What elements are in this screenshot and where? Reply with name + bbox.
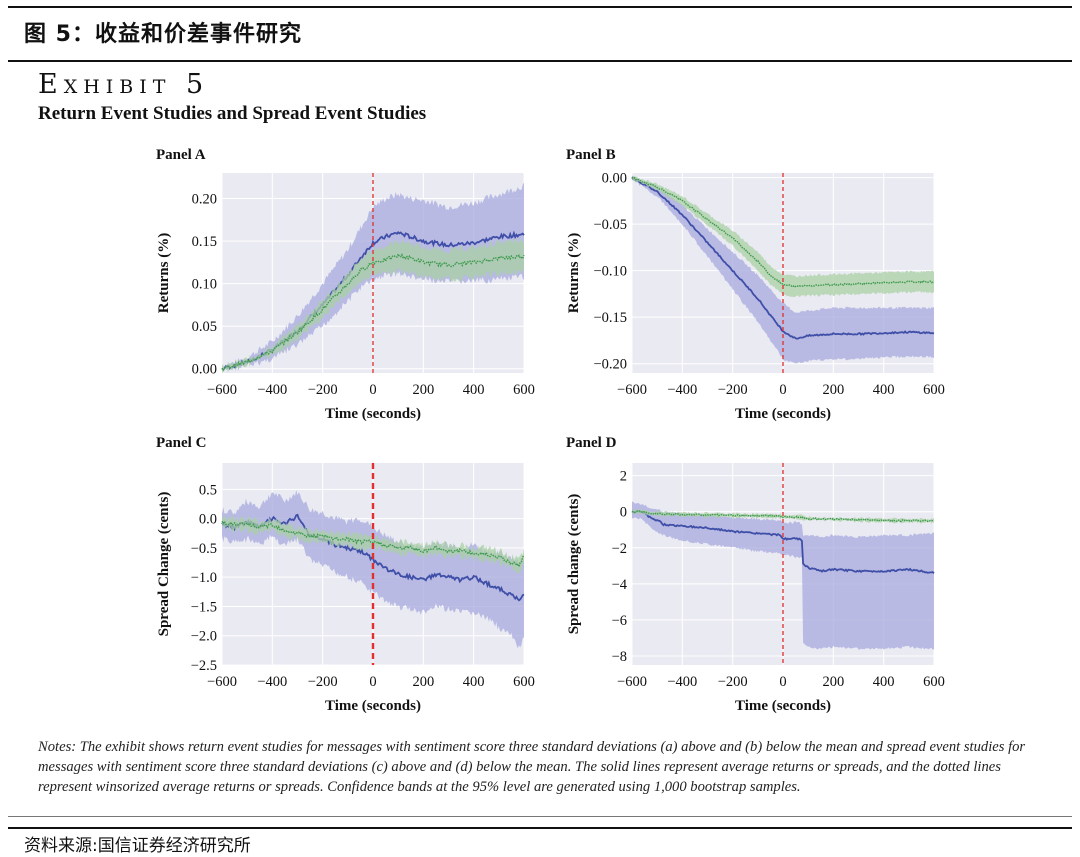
confidence-band-average [222,182,524,372]
series-line-winsorized [631,510,935,523]
x-tick-label: 400 [463,674,485,690]
figure-title: 图 5：收益和价差事件研究 [24,22,302,47]
y-tick-label: 0.05 [192,319,217,335]
x-axis-label: Time (seconds) [325,698,421,714]
x-tick-label: 0 [779,674,786,690]
panel-c: −600 −400 −200 0 200 400 600 0.5 0.0 −0.5 −1.0 −1.5… [156,435,535,714]
y-tick-label: −4 [612,577,628,593]
x-tick-label: 200 [822,382,844,398]
x-tick-label: −400 [257,382,287,398]
y-tick-label: −1.0 [191,570,217,586]
y-tick-label: −2.5 [191,658,217,674]
confidence-band-average [632,175,934,364]
y-tick-label: 0.00 [192,362,217,378]
x-tick-label: −600 [617,382,647,398]
x-tick-label: −200 [718,674,748,690]
x-tick-label: 0 [369,674,376,690]
notes-rule [8,816,1072,817]
title-rule [8,60,1072,62]
x-tick-label: −400 [257,674,287,690]
y-tick-label: 0.20 [192,192,217,208]
bottom-rule [8,827,1072,829]
exhibit-notes: Notes: The exhibit shows return event st… [38,739,1026,795]
panel-d: −600 −400 −200 0 200 400 600 2 0 −2 −4 −6 −8 Panel D T… [566,435,945,714]
y-tick-label: 0.5 [199,482,217,498]
x-tick-label: 200 [822,674,844,690]
x-tick-label: −600 [207,674,237,690]
series-line-winsorized [631,176,935,288]
x-tick-label: 200 [412,674,434,690]
x-tick-label: −200 [308,674,338,690]
y-tick-label: 2 [620,469,627,485]
x-tick-label: 200 [412,382,434,398]
series-line-winsorized [221,519,525,569]
x-tick-label: 400 [873,674,895,690]
y-tick-label: 0 [620,505,627,521]
y-tick-label: −0.20 [593,357,627,373]
y-tick-label: −8 [612,649,627,665]
x-tick-label: −200 [718,382,748,398]
y-axis-label: Spread Change (cents) [156,492,172,637]
x-axis-label: Time (seconds) [325,406,421,422]
y-tick-label: −0.15 [593,310,627,326]
x-tick-label: −400 [667,674,697,690]
y-tick-label: −2.0 [191,629,217,645]
y-tick-label: −6 [612,613,627,629]
x-tick-label: 400 [463,382,485,398]
x-tick-label: 600 [923,382,945,398]
y-tick-label: 0.0 [199,512,217,528]
y-tick-label: −0.05 [593,217,627,233]
x-tick-label: 0 [779,382,786,398]
top-rule [8,6,1072,8]
panel-a: −600 −400 −200 0 200 400 600 0.00 0.05 0.10 0.15 0.… [156,147,535,422]
series-line-average [631,510,935,574]
x-tick-label: 400 [873,382,895,398]
y-tick-label: 0.10 [192,277,217,293]
x-axis-label: Time (seconds) [735,698,831,714]
x-tick-label: 600 [923,674,945,690]
y-tick-label: −2 [612,541,627,557]
y-tick-label: 0.15 [192,234,217,250]
y-tick-label: 0.00 [602,171,627,187]
panel-title: Panel D [566,435,617,451]
panel-title: Panel C [156,435,206,451]
y-axis-label: Returns (%) [156,233,172,313]
y-axis-label: Spread change (cents) [566,494,582,635]
panel-title: Panel A [156,147,206,163]
source-note: 资料来源:国信证券经济研究所 [24,836,251,856]
y-tick-label: −0.10 [593,264,627,280]
y-axis-label: Returns (%) [566,233,582,313]
x-axis-label: Time (seconds) [735,406,831,422]
x-tick-label: −600 [617,674,647,690]
confidence-band-winsorized [222,238,524,374]
x-tick-label: 600 [513,382,535,398]
x-tick-label: −600 [207,382,237,398]
y-tick-label: −0.5 [191,541,217,557]
y-tick-label: −1.5 [191,599,217,615]
panel-title: Panel B [566,147,616,163]
exhibit-subtitle: Return Event Studies and Spread Event St… [38,103,427,124]
x-tick-label: −200 [308,382,338,398]
x-tick-label: −400 [667,382,697,398]
x-tick-label: 0 [369,382,376,398]
exhibit-label: Exhibit 5 [38,69,210,100]
x-tick-label: 600 [513,674,535,690]
confidence-band-winsorized [632,176,934,298]
series-line-winsorized [221,252,525,372]
panel-b: −600 −400 −200 0 200 400 600 0.00 −0.05 −0.10 −0.1… [566,147,945,422]
confidence-band-average [632,501,934,650]
series-line-average [631,176,935,340]
